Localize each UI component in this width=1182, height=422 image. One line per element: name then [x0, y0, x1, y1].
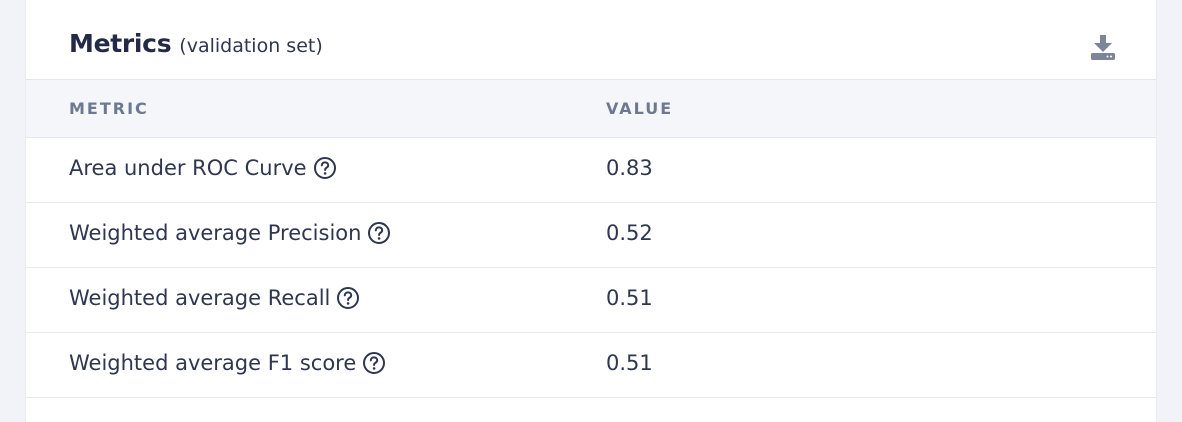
download-icon [1091, 35, 1115, 60]
download-button[interactable] [1088, 33, 1118, 63]
value-cell: 0.83 [606, 156, 653, 180]
card-title: Metrics (validation set) [69, 29, 323, 58]
metric-label: Weighted average Recall [69, 286, 331, 310]
help-circle-icon[interactable] [362, 351, 386, 375]
table-header-row: METRIC VALUE [26, 80, 1156, 138]
value-cell: 0.51 [606, 351, 653, 375]
value-cell: 0.52 [606, 221, 653, 245]
table-row: Weighted average Precision 0.52 [26, 203, 1156, 268]
metrics-card: Metrics (validation set) METRIC VALUE Ar… [25, 0, 1157, 422]
metric-cell: Area under ROC Curve [69, 156, 337, 180]
column-header-metric: METRIC [69, 99, 149, 118]
help-circle-icon[interactable] [313, 156, 337, 180]
card-header: Metrics (validation set) [26, 0, 1156, 80]
metric-label: Weighted average F1 score [69, 351, 357, 375]
card-title-subtitle: (validation set) [179, 35, 323, 57]
card-title-main: Metrics [69, 29, 172, 58]
table-row: Weighted average F1 score 0.51 [26, 333, 1156, 398]
value-cell: 0.51 [606, 286, 653, 310]
column-header-value: VALUE [606, 99, 674, 118]
help-circle-icon[interactable] [367, 221, 391, 245]
metric-cell: Weighted average F1 score [69, 351, 386, 375]
help-circle-icon[interactable] [336, 286, 360, 310]
table-body: Area under ROC Curve 0.83 Weighted avera… [26, 138, 1156, 398]
metric-cell: Weighted average Precision [69, 221, 391, 245]
metric-cell: Weighted average Recall [69, 286, 360, 310]
metric-label: Area under ROC Curve [69, 156, 307, 180]
table-row: Area under ROC Curve 0.83 [26, 138, 1156, 203]
table-row: Weighted average Recall 0.51 [26, 268, 1156, 333]
metric-label: Weighted average Precision [69, 221, 362, 245]
